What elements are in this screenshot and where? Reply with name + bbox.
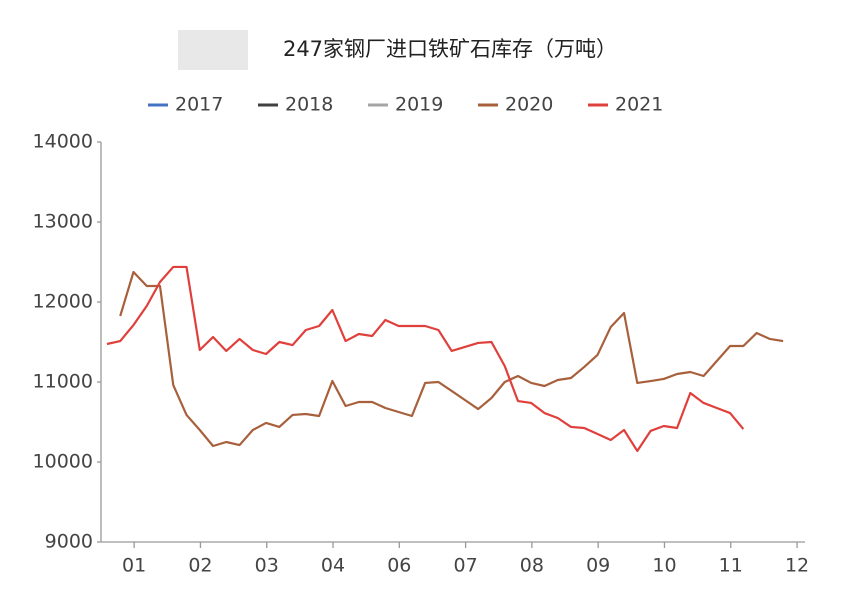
x-tick-label: 02 (188, 555, 212, 577)
legend-label: 2018 (285, 94, 333, 116)
x-tick-label: 01 (122, 555, 146, 577)
y-tick-label: 10000 (33, 451, 93, 473)
series-line (119, 270, 784, 448)
x-tick-label: 06 (387, 555, 411, 577)
y-tick-label: 9000 (45, 531, 93, 553)
y-tick-label: 12000 (33, 291, 93, 313)
x-tick-label: 09 (586, 555, 610, 577)
x-tick-label: 10 (652, 555, 676, 577)
y-tick-label: 14000 (33, 131, 93, 153)
x-tick-label: 04 (321, 555, 345, 577)
series-line (106, 265, 745, 453)
legend-label: 2019 (395, 94, 443, 116)
y-tick-label: 13000 (33, 211, 93, 233)
blurred-logo (178, 30, 248, 70)
chart-title: 247家钢厂进口铁矿石库存（万吨） (283, 37, 617, 61)
legend-label: 2017 (175, 94, 223, 116)
x-tick-label: 07 (454, 555, 478, 577)
x-tick-label: 12 (785, 555, 809, 577)
x-tick-label: 11 (719, 555, 743, 577)
legend-label: 2021 (615, 94, 663, 116)
legend-label: 2020 (505, 94, 553, 116)
x-tick-label: 03 (255, 555, 279, 577)
x-tick-label: 08 (520, 555, 544, 577)
y-tick-label: 11000 (33, 371, 93, 393)
